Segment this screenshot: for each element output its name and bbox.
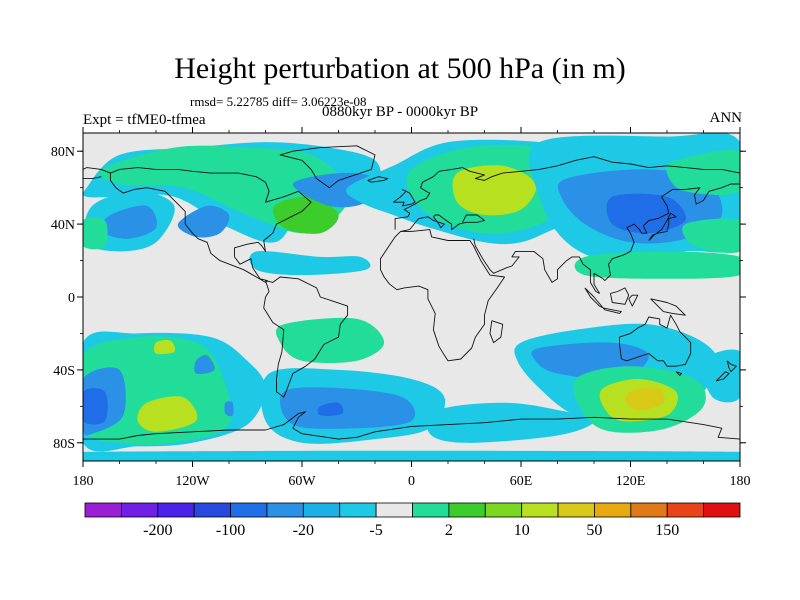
anomaly-region [153,340,176,355]
colorbar-box [230,502,268,518]
coastline [650,298,686,316]
anomaly-region [83,450,740,461]
colorbar-box [84,502,122,518]
latitude-axis: 80N 40N 0 40S 80S [51,145,746,452]
anomaly-region [427,402,594,443]
lat-tick-label: 80N [51,145,75,160]
colorbar-label: -100 [216,522,245,539]
colorbar-box [412,502,450,518]
anomaly-region [273,196,339,234]
contour-fill-layer [83,133,740,461]
colorbar-box [266,502,304,518]
colorbar-box [339,502,377,518]
lat-tick-label: 80S [53,437,75,452]
coastline [675,371,683,376]
colorbar-label: 10 [514,522,530,539]
coastline [394,156,740,230]
coastline [263,276,349,398]
colorbar-label: 2 [445,522,453,539]
coastline [628,294,639,307]
coastline [83,167,111,174]
coastline [109,167,312,283]
colorbar-box [120,502,159,518]
lat-tick-label: 40S [53,364,75,379]
colorbar-box [557,502,595,518]
map-area [83,133,740,461]
colorbar-box [448,502,486,518]
coastline [83,176,102,180]
rmsd-diff-text: rmsd= 5.22785 diff= 3.06223e-08 [190,94,367,109]
colorbar-box [193,502,231,518]
lat-tick-label: 0 [68,291,75,306]
coastline [648,212,677,241]
lon-tick-label: 120W [175,474,210,489]
colorbar-box [630,502,668,518]
longitude-axis: 180 120W 60W 0 60E 120E 180 [73,127,751,489]
colorbar [84,502,741,518]
anomaly-region [100,205,157,239]
lon-tick-label: 180 [73,474,94,489]
anomaly-region [574,251,740,279]
anomaly-region [317,402,344,416]
coastline [609,287,630,305]
lat-tick-label: 40N [51,218,75,233]
colorbar-label: -20 [293,522,314,539]
colorbar-box [157,502,195,518]
anomaly-region [224,401,234,417]
anomaly-region [249,250,371,276]
lon-tick-label: 180 [730,474,751,489]
coastline [279,145,376,189]
anomaly-region [83,388,108,425]
anomaly-region [194,354,215,375]
anomaly-region [452,165,537,216]
coastline [584,287,604,309]
coastline [726,360,737,373]
lon-tick-label: 0 [408,474,415,489]
coastline [367,176,389,183]
coastline [473,183,740,294]
coastline [602,307,622,314]
colorbar-box [703,502,741,518]
coastline-layer [83,145,740,440]
lon-tick-label: 60W [288,474,316,489]
colorbar-box [484,502,523,518]
colorbar-label: -5 [369,522,382,539]
colorbar-box [375,502,413,518]
anomaly-region [83,217,108,250]
anomaly-region [177,205,230,238]
anomaly-region [280,387,416,429]
coastline [400,214,485,232]
colorbar-box [594,502,632,518]
season-text: ANN [709,110,743,126]
anomaly-region [666,149,740,196]
colorbar-label: 150 [655,522,679,539]
coastline [489,320,504,344]
lon-tick-label: 60E [510,474,533,489]
coastline [380,229,506,362]
anomaly-region [275,317,385,364]
colorbar-label: -200 [143,522,172,539]
coastline [619,314,692,367]
colorbar-label: 50 [586,522,602,539]
colorbar-labels: -200 -100 -20 -5 2 10 50 150 [143,522,679,539]
experiment-text: Expt = tfME0-tfmea [83,112,206,128]
anomaly-region [682,218,740,254]
colorbar-box [666,502,705,518]
coastline [715,371,730,382]
anomaly-region [625,387,665,410]
anomaly-region [137,396,198,432]
colorbar-box [302,502,341,518]
coastline [393,189,416,207]
period-text: 0880kyr BP - 0000kyr BP [322,104,479,120]
coastline [83,411,740,440]
colorbar-box [521,502,559,518]
plot-title: Height perturbation at 500 hPa (in m) [174,52,626,85]
lon-tick-label: 120E [616,474,646,489]
